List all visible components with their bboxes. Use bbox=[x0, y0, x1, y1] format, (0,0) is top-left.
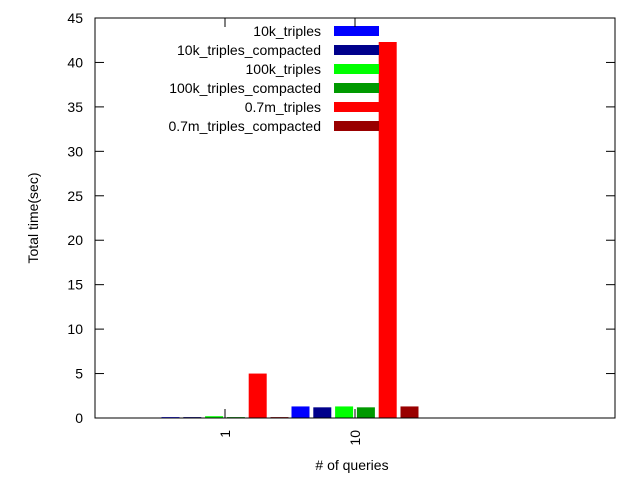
y-tick-label: 30 bbox=[67, 143, 83, 159]
y-tick-label: 20 bbox=[67, 232, 83, 248]
bar bbox=[248, 373, 267, 418]
legend-swatch bbox=[334, 121, 379, 131]
legend-label: 10k_triples bbox=[253, 23, 321, 39]
bar bbox=[400, 406, 419, 418]
legend-swatch bbox=[334, 26, 379, 36]
x-axis: 1 10 bbox=[217, 18, 363, 446]
bar bbox=[313, 407, 332, 418]
plot-frame bbox=[94, 17, 616, 419]
legend-swatch bbox=[334, 64, 379, 74]
y-tick-label: 35 bbox=[67, 99, 83, 115]
legend-label: 100k_triples bbox=[246, 61, 322, 77]
legend-swatch bbox=[334, 45, 379, 55]
x-axis-label: # of queries bbox=[315, 457, 388, 473]
legend-swatch bbox=[334, 102, 379, 112]
bar bbox=[356, 407, 375, 418]
y-tick-label: 15 bbox=[67, 277, 83, 293]
y-tick-label: 0 bbox=[75, 410, 83, 426]
x-tick-label: 1 bbox=[217, 430, 233, 438]
y-tick-label: 40 bbox=[67, 54, 83, 70]
y-tick-label: 5 bbox=[75, 366, 83, 382]
legend-label: 100k_triples_compacted bbox=[169, 80, 321, 96]
y-axis: 0 5 10 15 20 25 30 35 40 45 bbox=[67, 10, 615, 426]
legend-label: 0.7m_triples_compacted bbox=[168, 118, 321, 134]
legend-label: 10k_triples_compacted bbox=[177, 42, 321, 58]
bar bbox=[378, 42, 397, 418]
x-tick-label: 10 bbox=[347, 430, 363, 446]
legend: 10k_triples 10k_triples_compacted 100k_tri… bbox=[168, 23, 379, 134]
legend-label: 0.7m_triples bbox=[245, 99, 321, 115]
y-tick-label: 10 bbox=[67, 321, 83, 337]
y-axis-label: Total time(sec) bbox=[25, 172, 41, 263]
bar bbox=[205, 416, 224, 418]
legend-swatch bbox=[334, 83, 379, 93]
bar bbox=[335, 406, 354, 418]
y-tick-label: 25 bbox=[67, 188, 83, 204]
bar bbox=[291, 406, 310, 418]
bars-layer bbox=[161, 42, 419, 418]
y-tick-label: 45 bbox=[67, 10, 83, 26]
